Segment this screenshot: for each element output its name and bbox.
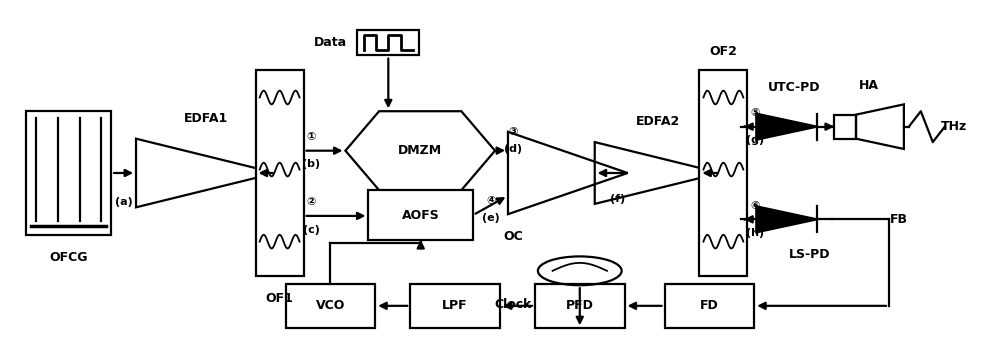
Bar — [665, 283, 754, 328]
Polygon shape — [756, 113, 817, 140]
Text: (d): (d) — [504, 144, 522, 154]
Text: OF2: OF2 — [709, 45, 737, 58]
Bar — [410, 283, 500, 328]
Bar — [256, 70, 304, 276]
Polygon shape — [756, 206, 817, 233]
Bar — [286, 283, 375, 328]
Text: ①: ① — [307, 132, 316, 142]
Text: OF1: OF1 — [266, 292, 294, 305]
Bar — [368, 190, 473, 240]
Text: Data: Data — [314, 36, 347, 49]
Text: UTC-PD: UTC-PD — [768, 81, 820, 94]
Text: (e): (e) — [482, 213, 500, 224]
Text: (c): (c) — [303, 225, 320, 235]
Text: (h): (h) — [746, 228, 764, 238]
Text: (b): (b) — [302, 160, 321, 170]
Text: ⑥: ⑥ — [751, 201, 760, 211]
Text: VCO: VCO — [316, 299, 345, 312]
Text: EDFA2: EDFA2 — [635, 115, 680, 128]
Text: HA: HA — [859, 79, 879, 92]
Text: (f): (f) — [610, 194, 625, 204]
Text: FD: FD — [700, 299, 719, 312]
Text: OFCG: OFCG — [49, 251, 88, 264]
Text: LPF: LPF — [442, 299, 468, 312]
Text: PFD: PFD — [566, 299, 594, 312]
Text: (g): (g) — [746, 135, 764, 145]
Text: FB: FB — [890, 213, 908, 226]
Text: ③: ③ — [508, 127, 518, 137]
Bar — [834, 115, 856, 139]
Text: ⑤: ⑤ — [751, 108, 760, 118]
Bar — [26, 111, 111, 235]
Text: OC: OC — [503, 230, 523, 243]
Text: DMZM: DMZM — [398, 144, 442, 157]
Text: LS-PD: LS-PD — [788, 248, 830, 261]
Text: ②: ② — [307, 197, 316, 207]
Text: (a): (a) — [115, 197, 132, 207]
Text: ④: ④ — [486, 196, 496, 206]
Text: AOFS: AOFS — [402, 209, 440, 221]
Bar — [535, 283, 625, 328]
Text: EDFA1: EDFA1 — [184, 111, 228, 125]
Polygon shape — [345, 111, 495, 190]
Text: Clock: Clock — [494, 298, 532, 311]
Bar — [699, 70, 747, 276]
Bar — [357, 30, 419, 55]
Text: THz: THz — [941, 120, 967, 133]
